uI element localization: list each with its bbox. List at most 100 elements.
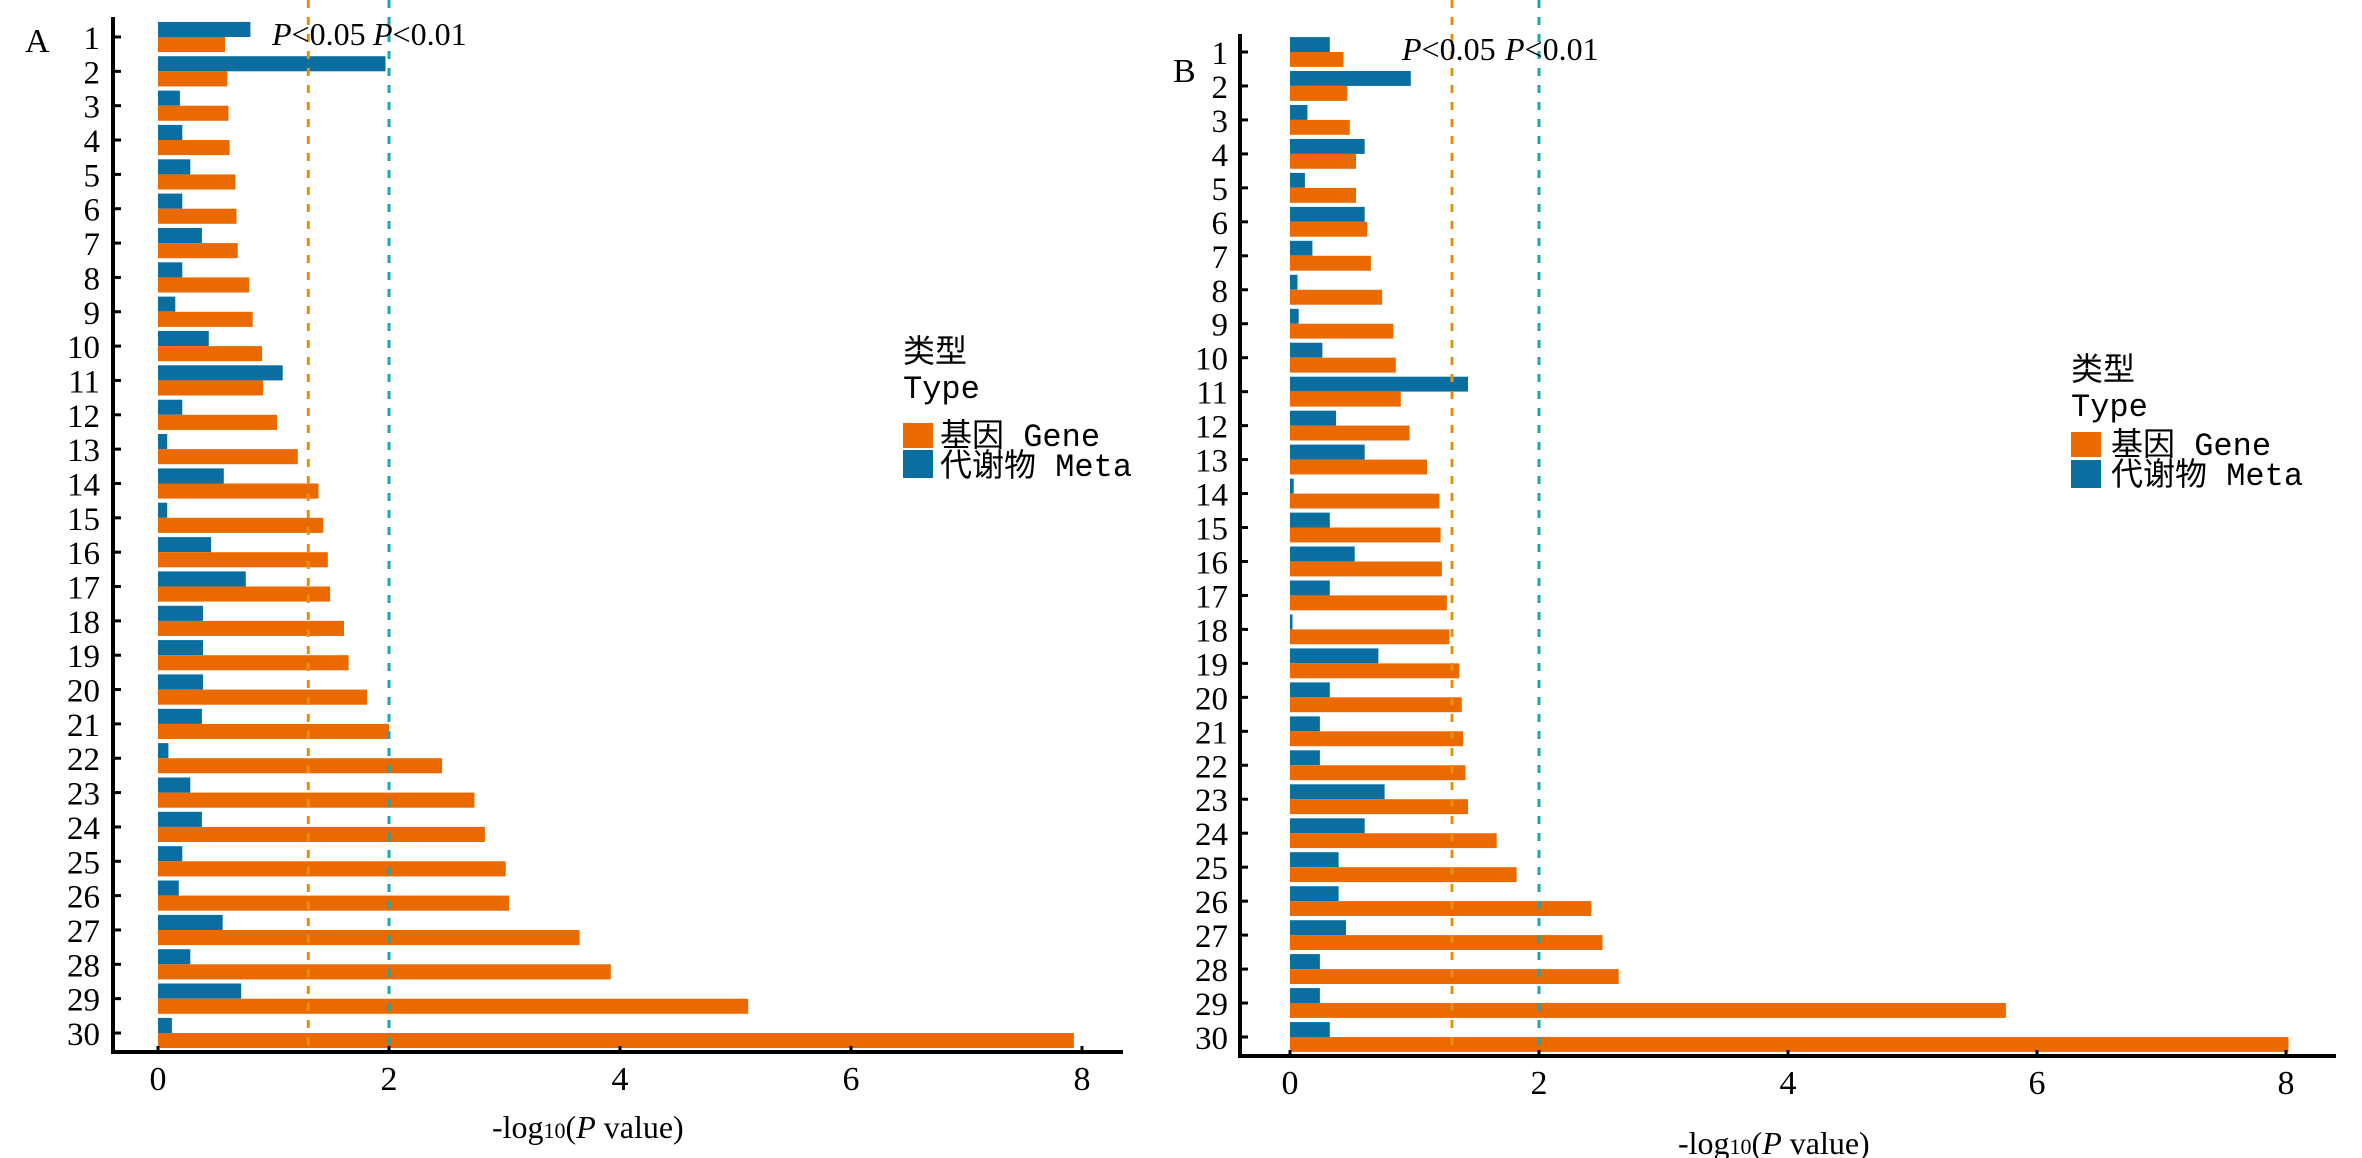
y-tick-label: 30 — [1195, 1021, 1228, 1057]
bar-gene-20 — [158, 689, 368, 705]
bar-meta-9 — [158, 296, 176, 312]
y-tick-label: 9 — [84, 296, 101, 332]
bar-meta-12 — [1290, 410, 1337, 426]
bar-meta-6 — [158, 193, 183, 209]
y-tick-label: 20 — [67, 674, 100, 710]
bar-gene-9 — [158, 311, 253, 327]
bar-meta-11 — [1290, 376, 1468, 392]
legend: 类型 Type 基因 Gene 代谢物 Meta — [2071, 351, 2303, 495]
y-tick-label: 21 — [1195, 715, 1228, 751]
bar-meta-7 — [158, 228, 202, 244]
bar-meta-5 — [158, 159, 191, 175]
bar-meta-1 — [158, 21, 251, 37]
annotation-p001: P<0.01 — [1504, 31, 1599, 67]
bar-gene-23 — [158, 792, 475, 808]
y-tick-label: 22 — [1195, 749, 1228, 785]
bar-gene-12 — [158, 414, 277, 430]
x-tick-label: 4 — [612, 1061, 629, 1098]
bar-meta-23 — [158, 777, 191, 793]
y-tick-label: 25 — [67, 845, 100, 881]
y-tick-label: 20 — [1195, 681, 1228, 717]
annotation-p001: P<0.01 — [372, 16, 467, 52]
bar-meta-20 — [158, 674, 203, 690]
y-tick-label: 1 — [1212, 36, 1229, 72]
threshold-annotations: P<0.05 P<0.01 — [271, 16, 467, 52]
y-tick-label: 23 — [1195, 783, 1228, 819]
bar-gene-19 — [158, 655, 349, 671]
y-tick-label: 5 — [1212, 172, 1229, 208]
bar-gene-15 — [1290, 527, 1441, 543]
bar-gene-30 — [158, 1033, 1074, 1049]
bar-gene-29 — [1290, 1003, 2006, 1018]
y-tick-label: 11 — [1196, 376, 1228, 412]
x-tick-labels: 0 2 4 6 8 — [150, 1061, 1091, 1098]
bar-meta-15 — [158, 502, 168, 518]
y-tick-label: 8 — [84, 261, 101, 297]
bar-meta-20 — [1290, 682, 1330, 698]
bar-gene-13 — [1290, 459, 1427, 475]
y-tick-label: 3 — [84, 90, 101, 126]
y-tick-label: 17 — [67, 571, 100, 607]
legend-label-meta: 代谢物 Meta — [940, 448, 1132, 486]
bar-gene-26 — [1290, 901, 1592, 916]
y-tick-label: 17 — [1195, 579, 1228, 615]
bar-gene-21 — [158, 723, 389, 739]
y-tick-label: 27 — [1195, 919, 1228, 955]
y-tick-label: 23 — [67, 777, 100, 813]
bar-gene-2 — [1290, 86, 1348, 101]
x-axis-label-open: ( — [1752, 1125, 1763, 1158]
bar-gene-22 — [1290, 765, 1466, 781]
bar-meta-26 — [158, 880, 179, 896]
legend-swatch-gene — [903, 423, 933, 448]
y-tick-label: 11 — [68, 364, 100, 400]
bar-gene-15 — [158, 517, 324, 533]
x-axis-label-italic: P — [1761, 1125, 1782, 1158]
bar-gene-17 — [1290, 595, 1447, 611]
bar-meta-25 — [1290, 852, 1339, 868]
x-axis-label-sub: 10 — [1730, 1134, 1752, 1158]
bar-meta-29 — [158, 983, 242, 999]
bar-meta-16 — [158, 537, 212, 553]
legend-swatch-gene — [2071, 432, 2101, 457]
y-tick-label: 1 — [84, 21, 101, 57]
y-tick-label: 4 — [84, 124, 101, 160]
x-tick-label: 0 — [150, 1061, 167, 1098]
bar-meta-13 — [158, 434, 168, 450]
x-axis-label-prefix: -log — [1678, 1125, 1730, 1158]
legend-title-en: Type — [2071, 389, 2148, 426]
x-axis-label-rest: value) — [596, 1109, 684, 1145]
y-tick-label: 5 — [84, 158, 101, 194]
y-tick-label: 6 — [84, 193, 101, 229]
bar-meta-10 — [1290, 342, 1323, 358]
bar-gene-6 — [158, 208, 237, 224]
bar-gene-11 — [1290, 391, 1401, 407]
y-tick-label: 29 — [1195, 987, 1228, 1023]
bar-meta-25 — [158, 846, 183, 862]
annotation-p005-rest: <0.05 — [292, 16, 366, 52]
bar-gene-4 — [158, 140, 230, 156]
y-tick-label: 27 — [67, 914, 100, 950]
bar-gene-27 — [1290, 935, 1603, 950]
bar-meta-16 — [1290, 546, 1355, 562]
x-axis-label: -log10(P value) — [492, 1109, 684, 1145]
bar-meta-15 — [1290, 512, 1330, 528]
y-tick-label: 16 — [1195, 546, 1228, 582]
x-axis-label-prefix: -log — [492, 1109, 544, 1145]
bar-meta-6 — [1290, 206, 1365, 222]
bar-gene-6 — [1290, 221, 1368, 237]
bar-meta-23 — [1290, 784, 1385, 800]
bar-gene-5 — [158, 174, 236, 190]
x-tick-label: 0 — [1282, 1065, 1299, 1102]
threshold-annotations: P<0.05 P<0.01 — [1401, 31, 1599, 67]
bar-gene-17 — [158, 586, 331, 602]
x-axis-label: -log10(P value) — [1678, 1125, 1870, 1158]
x-tick-labels: 0 2 4 6 8 — [1282, 1065, 2295, 1102]
axes — [111, 17, 1123, 1054]
bar-meta-21 — [1290, 716, 1320, 732]
bar-meta-9 — [1290, 308, 1299, 324]
annotation-p001-rest: <0.01 — [393, 16, 467, 52]
y-tick-label: 3 — [1212, 104, 1229, 140]
x-tick-label: 6 — [843, 1061, 860, 1098]
y-tick-label: 22 — [67, 742, 100, 778]
axes — [1238, 34, 2336, 1058]
